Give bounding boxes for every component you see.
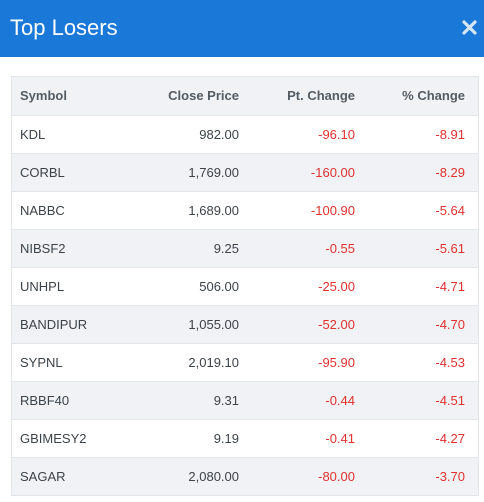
- pt-change-cell: -80.00: [318, 468, 355, 484]
- close-price-cell: 9.31: [213, 392, 239, 408]
- table-row[interactable]: KDL 982.00 -96.10 -8.91: [12, 115, 478, 153]
- close-price-cell: 9.25: [213, 240, 239, 256]
- symbol-cell: SYPNL: [20, 354, 63, 370]
- column-header-pct-change[interactable]: % Change: [359, 77, 478, 116]
- symbol-cell: KDL: [20, 126, 46, 142]
- symbol-cell: GBIMESY2: [20, 430, 87, 446]
- close-price-cell: 9.19: [213, 430, 239, 446]
- table-row[interactable]: NIBSF2 9.25 -0.55 -5.61: [12, 229, 478, 267]
- table-row[interactable]: GBIMESY2 9.19 -0.41 -4.27: [12, 419, 478, 457]
- symbol-cell: RBBF40: [20, 392, 70, 408]
- close-price-cell: 982.00: [199, 126, 239, 142]
- column-header-close-price[interactable]: Close Price: [139, 77, 239, 116]
- pct-change-cell: -4.71: [435, 278, 465, 294]
- symbol-cell: NIBSF2: [20, 240, 66, 256]
- pct-change-cell: -4.70: [435, 316, 465, 332]
- close-price-cell: 1,055.00: [188, 316, 239, 332]
- close-price-cell: 506.00: [199, 278, 239, 294]
- pct-change-cell: -4.51: [435, 392, 465, 408]
- table-row[interactable]: CORBL 1,769.00 -160.00 -8.29: [12, 153, 478, 191]
- table-row[interactable]: BANDIPUR 1,055.00 -52.00 -4.70: [12, 305, 478, 343]
- pt-change-cell: -25.00: [318, 278, 355, 294]
- dialog-header: Top Losers: [0, 0, 484, 57]
- losers-table: Symbol Close Price Pt. Change % Change K…: [12, 77, 478, 496]
- symbol-cell: CORBL: [20, 164, 65, 180]
- pt-change-cell: -100.90: [310, 202, 355, 218]
- table-row[interactable]: SAGAR 2,080.00 -80.00 -3.70: [12, 457, 478, 495]
- close-price-cell: 2,019.10: [188, 354, 239, 370]
- symbol-cell: UNHPL: [20, 278, 65, 294]
- pct-change-cell: -5.64: [435, 202, 465, 218]
- pt-change-cell: -0.55: [325, 240, 355, 256]
- close-price-cell: 2,080.00: [188, 468, 239, 484]
- close-price-cell: 1,769.00: [188, 164, 239, 180]
- table-row[interactable]: SYPNL 2,019.10 -95.90 -4.53: [12, 343, 478, 381]
- column-header-symbol[interactable]: Symbol: [12, 77, 139, 116]
- pt-change-cell: -0.41: [325, 430, 355, 446]
- pct-change-cell: -4.53: [435, 354, 465, 370]
- pct-change-cell: -4.27: [435, 430, 465, 446]
- symbol-cell: BANDIPUR: [20, 316, 88, 332]
- losers-table-container: Symbol Close Price Pt. Change % Change K…: [11, 76, 479, 496]
- pct-change-cell: -5.61: [435, 240, 465, 256]
- pt-change-cell: -0.44: [325, 392, 355, 408]
- table-header-row: Symbol Close Price Pt. Change % Change: [12, 77, 478, 116]
- pt-change-cell: -52.00: [318, 316, 355, 332]
- close-icon[interactable]: [461, 19, 478, 36]
- pct-change-cell: -3.70: [435, 468, 465, 484]
- table-row[interactable]: RBBF40 9.31 -0.44 -4.51: [12, 381, 478, 419]
- pt-change-cell: -95.90: [318, 354, 355, 370]
- table-row[interactable]: UNHPL 506.00 -25.00 -4.71: [12, 267, 478, 305]
- close-price-cell: 1,689.00: [188, 202, 239, 218]
- pt-change-cell: -96.10: [318, 126, 355, 142]
- column-header-pt-change[interactable]: Pt. Change: [239, 77, 359, 116]
- table-row[interactable]: NABBC 1,689.00 -100.90 -5.64: [12, 191, 478, 229]
- pct-change-cell: -8.91: [435, 126, 465, 142]
- symbol-cell: NABBC: [20, 202, 65, 218]
- pt-change-cell: -160.00: [310, 164, 355, 180]
- symbol-cell: SAGAR: [20, 468, 66, 484]
- dialog-title: Top Losers: [10, 15, 118, 40]
- pct-change-cell: -8.29: [435, 164, 465, 180]
